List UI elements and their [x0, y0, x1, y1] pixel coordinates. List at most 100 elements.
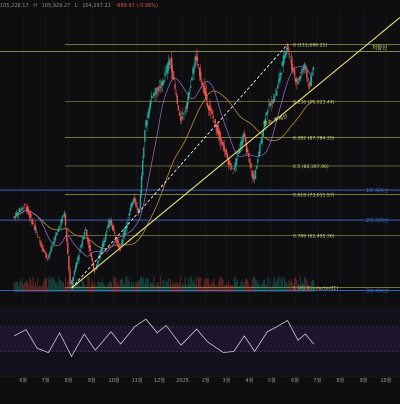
volume-bar — [44, 279, 46, 292]
candle — [52, 237, 54, 247]
volume-bar — [298, 284, 300, 292]
volume-bar — [254, 279, 256, 292]
candle — [200, 64, 202, 82]
candle-body — [150, 95, 153, 99]
candle — [263, 119, 266, 130]
volume-bar — [104, 283, 106, 292]
candle-body — [52, 242, 54, 245]
candle — [172, 64, 174, 80]
candle-body — [128, 213, 130, 216]
support-label: 3차 지지선 — [366, 287, 388, 294]
x-tick-label: 6월 — [19, 377, 27, 384]
volume-bar — [134, 286, 136, 292]
volume-bar — [166, 281, 168, 292]
volume-bar — [256, 280, 258, 292]
candle-body — [121, 239, 124, 245]
volume-bar — [259, 285, 261, 292]
volume-bar — [271, 286, 273, 292]
volume-bar — [224, 284, 226, 292]
volume-bar — [63, 286, 65, 292]
candle — [202, 83, 204, 93]
candle — [265, 112, 268, 117]
volume-bar — [110, 282, 112, 292]
volume-bar — [183, 284, 185, 292]
candle — [156, 87, 158, 98]
volume-bar — [52, 277, 54, 292]
x-tick-label: 3월 — [223, 377, 231, 384]
candle-body — [223, 144, 225, 152]
volume-bar — [114, 277, 116, 292]
candle-body — [196, 57, 199, 62]
volume-bar — [62, 281, 64, 292]
volume-bar — [24, 282, 26, 292]
candle — [219, 127, 221, 146]
volume-bar — [146, 278, 148, 292]
volume-bar — [117, 280, 119, 292]
candle-body — [232, 173, 234, 175]
volume-bar — [311, 280, 313, 292]
candle-body — [301, 69, 304, 72]
volume-bar — [210, 286, 212, 292]
candle-body — [139, 194, 142, 209]
volume-bar — [91, 279, 93, 292]
candle — [201, 79, 203, 89]
volume-bar — [220, 278, 222, 292]
candle — [241, 135, 243, 152]
volume-bar — [209, 284, 211, 292]
candle — [167, 54, 170, 74]
ohlc-header: 105,226.17 H 105,929.27 L 104,297.21 -98… — [0, 0, 400, 12]
candle — [207, 104, 210, 116]
volume-bar — [227, 284, 229, 292]
candle — [297, 78, 299, 86]
candle — [32, 218, 34, 226]
candle — [277, 83, 279, 89]
candle — [141, 156, 144, 180]
volume-bar — [232, 285, 234, 292]
candle-body — [105, 233, 107, 240]
x-tick-label: 10월 — [380, 377, 391, 384]
candle-body — [309, 81, 311, 84]
candle-body — [65, 228, 68, 242]
candle — [154, 87, 156, 102]
candle — [198, 67, 201, 81]
candle-body — [44, 252, 47, 254]
volume-bar — [126, 276, 128, 292]
volume-bar — [53, 279, 55, 292]
candle — [309, 74, 311, 88]
candle-body — [129, 207, 132, 212]
volume-bar — [29, 277, 31, 292]
volume-bar — [19, 281, 21, 292]
candle-body — [259, 143, 261, 154]
candle-body — [158, 85, 161, 87]
volume-bar — [125, 276, 127, 292]
candle-body — [106, 230, 108, 233]
candle — [97, 257, 99, 267]
volume-bar — [147, 278, 149, 292]
candle — [183, 112, 185, 121]
candle-body — [238, 151, 240, 154]
volume-bar — [34, 281, 36, 292]
candle — [152, 96, 154, 99]
candle — [213, 121, 215, 127]
volume-bar — [77, 282, 79, 292]
candle-body — [265, 112, 268, 115]
candle — [244, 133, 247, 145]
candle — [54, 231, 57, 243]
candle — [298, 76, 300, 84]
volume-bar — [132, 284, 134, 292]
candle — [44, 250, 47, 258]
volume-bar — [47, 286, 49, 292]
volume-bar — [176, 283, 178, 292]
candle — [188, 87, 191, 96]
candle-body — [234, 162, 237, 168]
volume-bar — [163, 280, 165, 292]
candle-body — [99, 251, 101, 258]
candle-body — [130, 202, 133, 208]
candle — [229, 160, 231, 167]
candle — [55, 232, 58, 237]
candle — [34, 221, 37, 234]
candle — [86, 229, 88, 239]
candle-body — [22, 207, 24, 209]
candle-body — [57, 229, 59, 232]
